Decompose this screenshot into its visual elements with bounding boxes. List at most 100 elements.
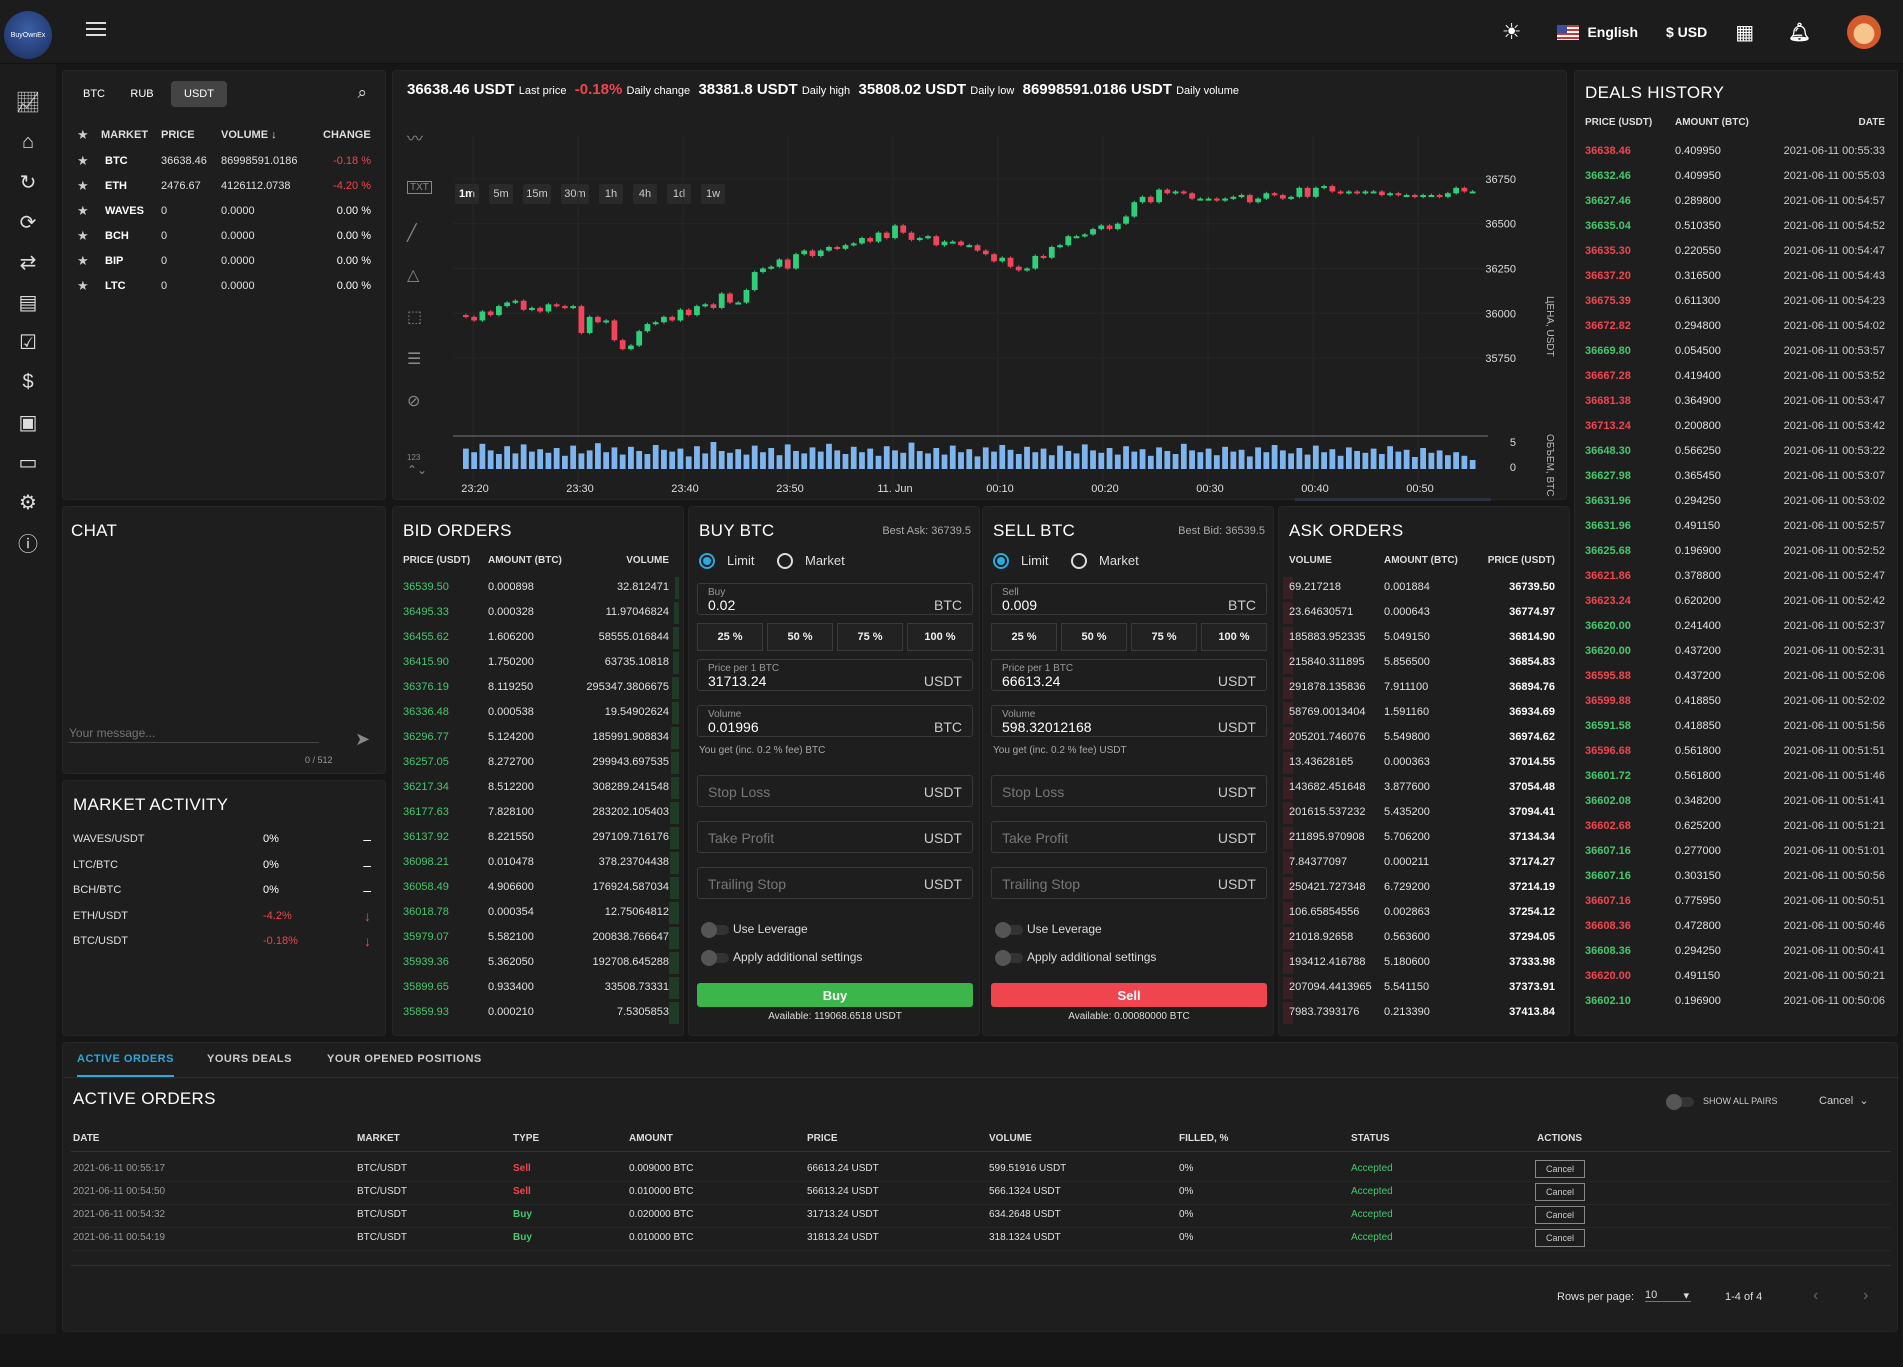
sell-limit-radio[interactable]	[993, 553, 1009, 569]
zoom-arrows-icon[interactable]: ⌃⌄	[407, 463, 428, 477]
fib-tool-icon[interactable]: ☰	[407, 351, 422, 368]
price-chart[interactable]: 36750 36500 36250 36000 35750 5 0 23:20 23:30 23:…	[453, 116, 1563, 501]
ask-price[interactable]: 36854.83	[1509, 656, 1555, 668]
sell-pct-75[interactable]: 75 %	[1131, 623, 1197, 651]
ask-price[interactable]: 37373.91	[1509, 981, 1555, 993]
col-change[interactable]: CHANGE	[323, 129, 371, 141]
language-selector[interactable]: English	[1557, 24, 1638, 40]
theme-toggle-icon[interactable]: ☀	[1501, 19, 1522, 44]
show-all-pairs-toggle[interactable]	[1666, 1094, 1694, 1110]
ask-price[interactable]: 37094.41	[1509, 806, 1555, 818]
market-tab-rub[interactable]: RUB	[130, 88, 154, 100]
ask-price[interactable]: 37413.84	[1509, 1006, 1555, 1018]
buy-trailing-stop-field[interactable]: Trailing Stop USDT	[697, 867, 973, 899]
sell-submit-button[interactable]: Sell	[991, 983, 1267, 1007]
market-row-name[interactable]: BTC	[105, 155, 128, 167]
sync-icon[interactable]: ⟳	[19, 211, 37, 234]
cancel-order-button[interactable]: Cancel	[1535, 1229, 1585, 1247]
checklist-icon[interactable]: ☑	[19, 331, 37, 354]
bid-price[interactable]: 36137.92	[403, 831, 449, 843]
bid-price[interactable]: 36415.90	[403, 656, 449, 668]
buy-volume-field[interactable]: Volume 0.01996 BTC	[697, 705, 973, 737]
activity-pair[interactable]: BTC/USDT	[73, 935, 128, 947]
buy-limit-radio[interactable]	[699, 553, 715, 569]
sell-leverage-toggle[interactable]	[995, 922, 1023, 938]
line-tool-icon[interactable]: ╱	[407, 225, 417, 242]
refresh-icon[interactable]: ↻	[19, 171, 37, 194]
favorite-star-icon[interactable]: ★	[77, 178, 89, 193]
settings-icon[interactable]: ⚙	[19, 491, 37, 514]
orders-tab-0[interactable]: ACTIVE ORDERS	[77, 1053, 174, 1077]
cancel-order-button[interactable]: Cancel	[1535, 1206, 1585, 1224]
trend-tool-icon[interactable]: 〰	[407, 131, 424, 148]
document-icon[interactable]: ▤	[18, 291, 38, 314]
activity-pair[interactable]: BCH/BTC	[73, 884, 122, 896]
ask-price[interactable]: 36774.97	[1509, 606, 1555, 618]
buy-pct-100[interactable]: 100 %	[907, 623, 973, 651]
sell-pct-50[interactable]: 50 %	[1061, 623, 1127, 651]
timeframe-1w[interactable]: 1w	[701, 184, 725, 204]
ask-price[interactable]: 36814.90	[1509, 631, 1555, 643]
sell-market-radio[interactable]	[1071, 553, 1087, 569]
timeframe-4h[interactable]: 4h	[633, 184, 657, 204]
ask-price[interactable]: 37254.12	[1509, 906, 1555, 918]
buy-amount-field[interactable]: Buy 0.02 BTC	[697, 583, 973, 615]
transfer-icon[interactable]: ⇄	[19, 251, 37, 274]
market-tab-btc[interactable]: BTC	[83, 88, 105, 100]
activity-pair[interactable]: WAVES/USDT	[73, 833, 145, 845]
buy-take-profit-field[interactable]: Take Profit USDT	[697, 821, 973, 853]
bid-price[interactable]: 36058.49	[403, 881, 449, 893]
ask-price[interactable]: 36894.76	[1509, 681, 1555, 693]
col-volume[interactable]: VOLUME ↓	[221, 129, 277, 141]
hide-tool-icon[interactable]: ⊘	[407, 393, 421, 410]
favorite-star-icon[interactable]: ★	[77, 203, 89, 218]
sell-additional-toggle[interactable]	[995, 950, 1023, 966]
send-icon[interactable]: ➤	[355, 729, 371, 749]
chart-icon[interactable]: 📈︎	[15, 91, 41, 114]
buy-price-field[interactable]: Price per 1 BTC 31713.24 USDT	[697, 659, 973, 691]
shape-tool-icon[interactable]: △	[407, 267, 420, 284]
bid-price[interactable]: 36217.34	[403, 781, 449, 793]
cancel-all-dropdown[interactable]: Cancel ⌄	[1819, 1095, 1869, 1107]
brand-logo[interactable]: BuyOwnEx	[4, 11, 52, 59]
bid-price[interactable]: 35899.65	[403, 981, 449, 993]
ask-price[interactable]: 37054.48	[1509, 781, 1555, 793]
sell-pct-25[interactable]: 25 %	[991, 623, 1057, 651]
prev-page-icon[interactable]: ‹	[1813, 1287, 1819, 1304]
sell-pct-100[interactable]: 100 %	[1201, 623, 1267, 651]
favorite-star-icon[interactable]: ★	[77, 253, 89, 268]
sell-price-field[interactable]: Price per 1 BTC 66613.24 USDT	[991, 659, 1267, 691]
bid-price[interactable]: 36296.77	[403, 731, 449, 743]
bid-price[interactable]: 36336.48	[403, 706, 449, 718]
favorite-star-icon[interactable]: ★	[77, 153, 89, 168]
bid-price[interactable]: 35979.07	[403, 931, 449, 943]
bid-price[interactable]: 36455.62	[403, 631, 449, 643]
buy-stop-loss-field[interactable]: Stop Loss USDT	[697, 775, 973, 807]
ask-price[interactable]: 37134.34	[1509, 831, 1555, 843]
ask-price[interactable]: 37333.98	[1509, 956, 1555, 968]
sell-amount-field[interactable]: Sell 0.009 BTC	[991, 583, 1267, 615]
favorites-header-star-icon[interactable]: ★	[77, 127, 89, 142]
col-market[interactable]: MARKET	[101, 129, 149, 141]
buy-submit-button[interactable]: Buy	[697, 983, 973, 1007]
bell-icon[interactable]: 🔔︎	[1788, 21, 1811, 42]
bid-price[interactable]: 36257.05	[403, 756, 449, 768]
bid-price[interactable]: 35859.93	[403, 1006, 449, 1018]
market-row-name[interactable]: BCH	[105, 230, 129, 242]
buy-market-radio[interactable]	[777, 553, 793, 569]
ask-price[interactable]: 37214.19	[1509, 881, 1555, 893]
chat-message-input[interactable]	[69, 723, 319, 743]
navigator-selection[interactable]	[1295, 498, 1491, 501]
user-card-icon[interactable]: ▣	[18, 411, 38, 434]
cancel-order-button[interactable]: Cancel	[1535, 1160, 1585, 1178]
sell-stop-loss-field[interactable]: Stop Loss USDT	[991, 775, 1267, 807]
buy-pct-50[interactable]: 50 %	[767, 623, 833, 651]
rows-per-page-select[interactable]: 10 ▾	[1645, 1289, 1691, 1302]
next-page-icon[interactable]: ›	[1863, 1287, 1869, 1304]
dollar-icon[interactable]: $	[22, 370, 34, 393]
activity-pair[interactable]: LTC/BTC	[73, 858, 119, 871]
ask-price[interactable]: 36739.50	[1509, 581, 1555, 593]
ask-price[interactable]: 37174.27	[1509, 856, 1555, 868]
measure-tool-icon[interactable]: ⬚	[407, 309, 423, 326]
timeframe-15m[interactable]: 15m	[523, 184, 551, 204]
